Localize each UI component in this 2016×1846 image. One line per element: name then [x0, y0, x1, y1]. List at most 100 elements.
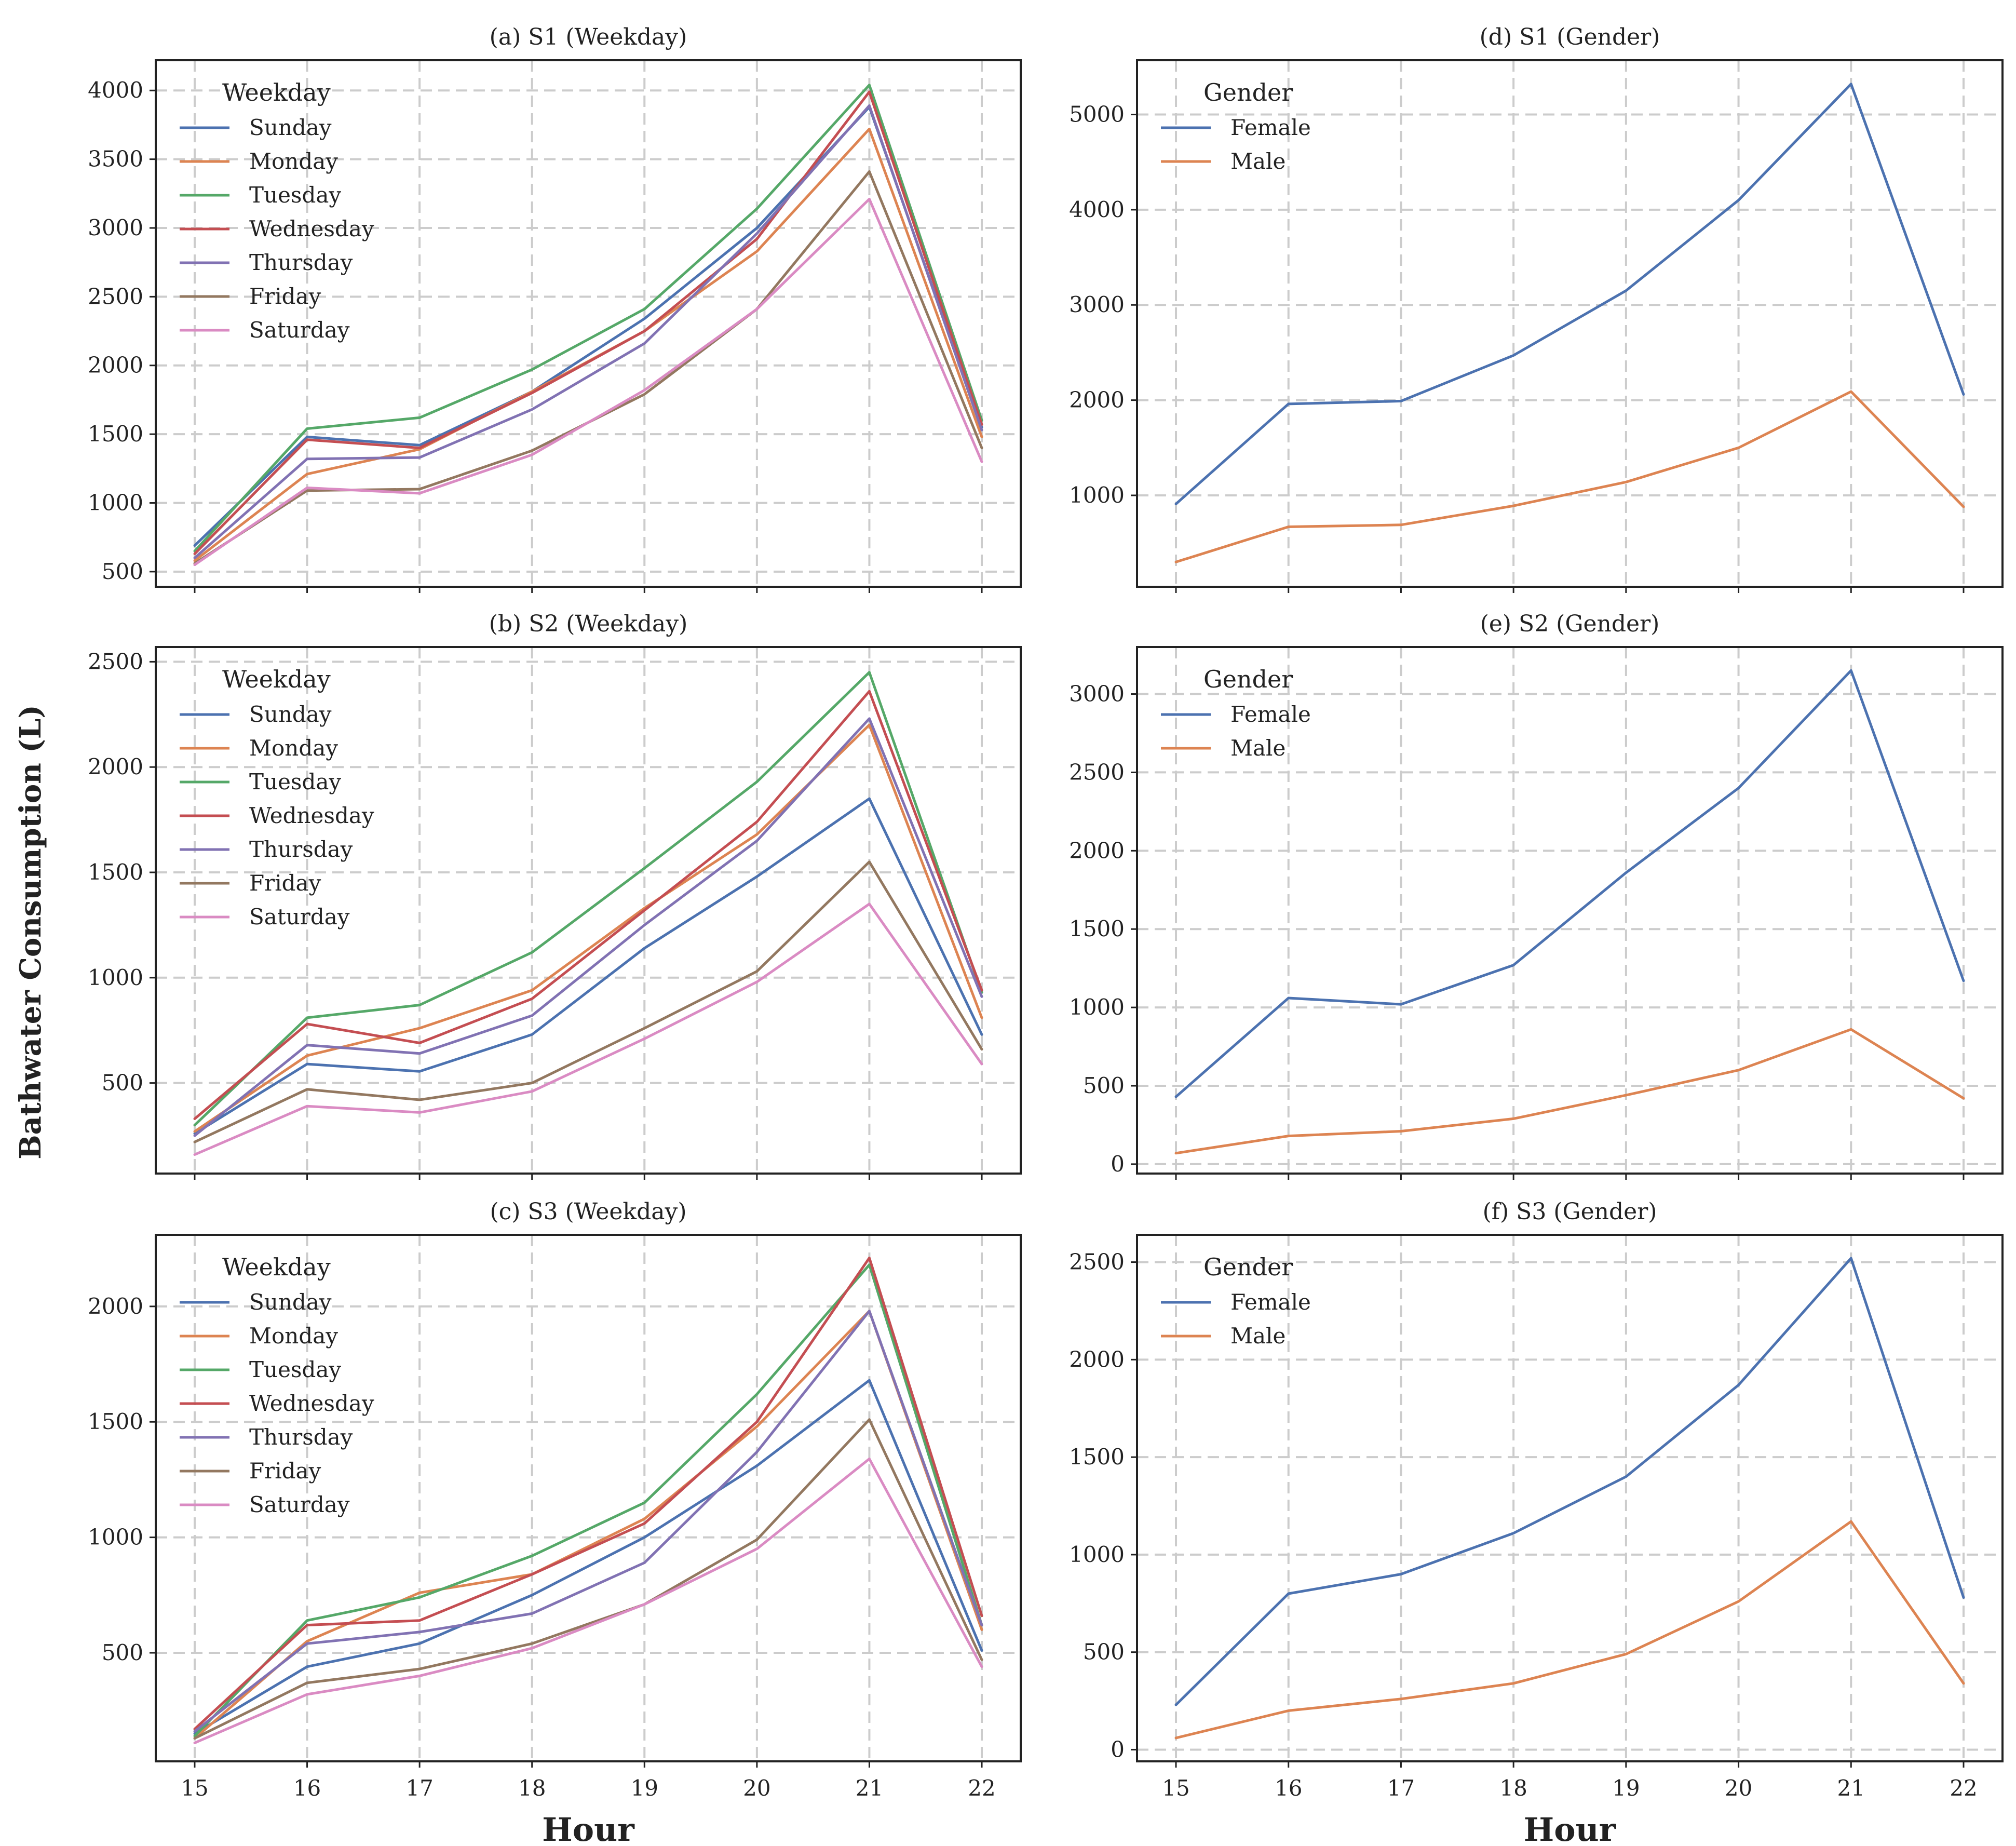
plot-frame: [155, 1234, 1022, 1762]
y-tick-label: 2000: [88, 1293, 143, 1319]
legend-title: Weekday: [222, 78, 331, 106]
chart-panel-5: 0 500 1000 1500 2000 2500 3000 (e) S2 (Gender) G…: [1069, 611, 2004, 1180]
y-tick-label: 1500: [88, 421, 143, 447]
x-tick-label: 17: [405, 1775, 433, 1801]
x-tick-label: 21: [856, 1775, 883, 1801]
chart-panel-4: 1000 2000 3000 4000 5000 (d) S1 (Gender) Gende…: [1069, 24, 2004, 593]
y-tick-label: 4000: [1069, 197, 1125, 222]
series-line-thursday: [193, 717, 983, 1137]
series-line-wednesday: [193, 1257, 983, 1731]
series-line-tuesday: [193, 84, 983, 553]
panel-title: (a) S1 (Weekday): [490, 24, 687, 50]
series-line-female: [1174, 83, 1965, 505]
y-tick-label: 1000: [88, 490, 143, 516]
chart-panel-1: 500 1000 1500 2000 2500 3000 3500 4000 (a) S1 (W…: [88, 24, 1022, 593]
y-tick-label: 3500: [88, 146, 143, 172]
y-tick-label: 2500: [1069, 759, 1125, 785]
x-tick-label: 16: [1275, 1775, 1302, 1801]
y-tick-label: 2000: [88, 353, 143, 378]
series-line-sunday: [193, 1379, 983, 1735]
series-line-friday: [193, 860, 983, 1143]
legend-label-male: Male: [1230, 1323, 1286, 1349]
legend-label-male: Male: [1230, 735, 1286, 761]
y-tick-label: 1000: [88, 1525, 143, 1550]
series-line-male: [1174, 1520, 1965, 1740]
x-tick-label: 22: [968, 1775, 995, 1801]
legend-title: Gender: [1203, 78, 1293, 106]
y-tick-label: 2000: [1069, 838, 1125, 863]
legend-label-tuesday: Tuesday: [249, 182, 341, 208]
y-tick-label: 1500: [1069, 916, 1125, 941]
y-tick-label: 2000: [1069, 1346, 1125, 1372]
x-tick-label: 16: [293, 1775, 321, 1801]
legend-label-female: Female: [1230, 702, 1311, 727]
y-tick-label: 500: [102, 1640, 143, 1665]
y-tick-label: 500: [102, 559, 143, 584]
series-line-saturday: [193, 902, 983, 1156]
legend-label-sunday: Sunday: [249, 702, 332, 727]
series-line-male: [1174, 1028, 1965, 1155]
legend: Weekday Sunday Monday Tuesday Wednesday Thurs…: [180, 665, 374, 929]
y-tick-label: 500: [102, 1070, 143, 1096]
legend-title: Gender: [1203, 1253, 1293, 1281]
legend-label-monday: Monday: [249, 149, 338, 174]
y-tick-label: 1000: [1069, 1542, 1125, 1567]
series-line-friday: [193, 1418, 983, 1740]
y-tick-label: 3000: [1069, 681, 1125, 707]
x-tick-label: 20: [743, 1775, 770, 1801]
legend-label-wednesday: Wednesday: [249, 803, 374, 828]
legend: Weekday Sunday Monday Tuesday Wednesday Thurs…: [180, 1253, 374, 1517]
series-line-male: [1174, 390, 1965, 563]
plot-frame: [155, 646, 1022, 1175]
x-tick-label: 19: [1612, 1775, 1640, 1801]
y-tick-label: 500: [1083, 1073, 1125, 1098]
y-tick-label: 0: [1111, 1736, 1125, 1762]
legend: Gender Female Male: [1161, 665, 1311, 761]
y-tick-label: 1500: [88, 1409, 143, 1434]
legend-label-male: Male: [1230, 149, 1286, 174]
y-tick-label: 1000: [88, 965, 143, 990]
y-tick-label: 4000: [88, 77, 143, 103]
legend-label-monday: Monday: [249, 1323, 338, 1349]
series-line-thursday: [193, 104, 983, 559]
legend-label-wednesday: Wednesday: [249, 1391, 374, 1416]
x-tick-label: 22: [1950, 1775, 1977, 1801]
y-tick-label: 1000: [1069, 482, 1125, 508]
y-tick-label: 2000: [1069, 387, 1125, 413]
y-tick-label: 0: [1111, 1151, 1125, 1177]
y-tick-label: 2500: [88, 284, 143, 309]
series-line-wednesday: [193, 690, 983, 1120]
plot-frame: [1136, 59, 2004, 588]
legend: Gender Female Male: [1161, 1253, 1311, 1349]
x-tick-label: 15: [1162, 1775, 1189, 1801]
panel-title: (f) S3 (Gender): [1483, 1198, 1657, 1225]
y-tick-label: 1000: [1069, 994, 1125, 1020]
legend-label-friday: Friday: [249, 284, 321, 309]
legend-label-saturday: Saturday: [249, 1492, 350, 1517]
chart-panel-3: 15 16 17 18 19 20 21 22 500 1000 1500 2000 (c) S3 (W…: [88, 1198, 1022, 1846]
series-line-monday: [193, 723, 983, 1133]
legend-label-sunday: Sunday: [249, 1289, 332, 1315]
legend-label-wednesday: Wednesday: [249, 216, 374, 241]
legend-label-female: Female: [1230, 115, 1311, 140]
y-tick-label: 3000: [88, 215, 143, 240]
y-tick-label: 2500: [88, 649, 143, 674]
legend-title: Weekday: [222, 665, 331, 693]
y-tick-label: 1500: [1069, 1444, 1125, 1470]
plot-frame: [155, 59, 1022, 588]
legend-label-friday: Friday: [249, 870, 321, 896]
legend-label-female: Female: [1230, 1289, 1311, 1315]
chart-panel-6: 15 16 17 18 19 20 21 22 0 500 1000 1500 2000 2500 (f) …: [1069, 1198, 2004, 1846]
series-line-female: [1174, 1257, 1965, 1706]
legend-label-tuesday: Tuesday: [249, 1357, 341, 1382]
y-tick-label: 2000: [88, 754, 143, 779]
series-line-wednesday: [193, 90, 983, 555]
y-tick-label: 1500: [88, 859, 143, 885]
legend-label-saturday: Saturday: [249, 317, 350, 343]
legend-label-thursday: Thursday: [249, 250, 353, 275]
legend-label-sunday: Sunday: [249, 115, 332, 140]
x-axis-title: Hour: [542, 1811, 635, 1846]
y-tick-label: 2500: [1069, 1249, 1125, 1275]
